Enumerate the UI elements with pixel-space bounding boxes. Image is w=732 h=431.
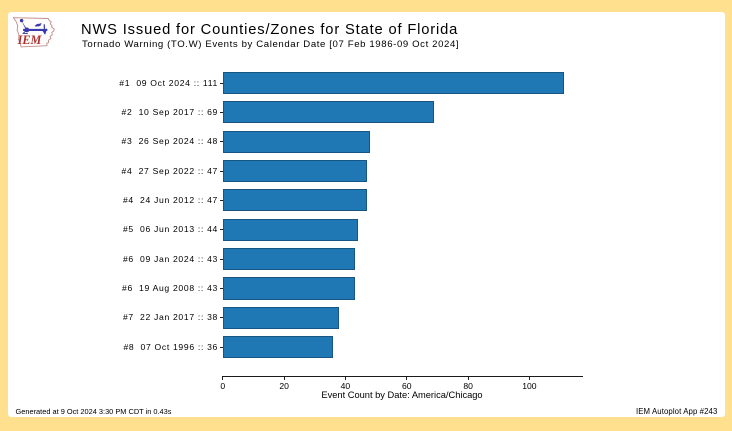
svg-text:IEM: IEM <box>17 33 43 47</box>
